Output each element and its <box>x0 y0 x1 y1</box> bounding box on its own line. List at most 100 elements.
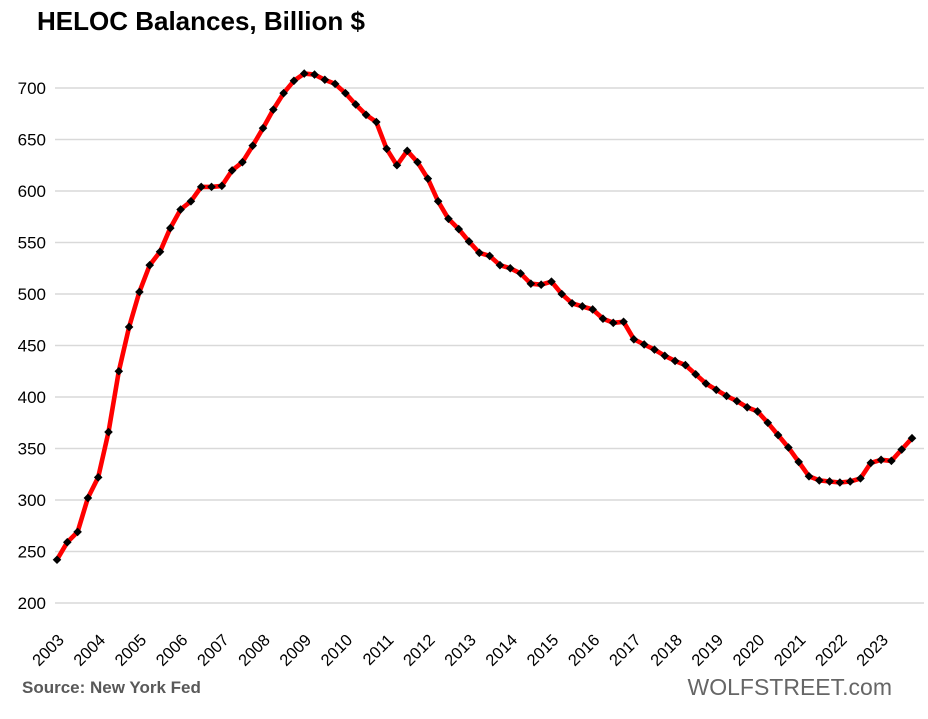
data-point-marker <box>691 370 700 379</box>
y-axis-tick-label: 250 <box>18 543 46 562</box>
data-point-marker <box>578 302 587 311</box>
x-axis-tick-label: 2023 <box>853 631 892 668</box>
x-axis-tick-label: 2021 <box>771 631 810 668</box>
data-point-marker <box>124 322 134 332</box>
y-axis-tick-label: 300 <box>18 491 46 510</box>
data-point-marker <box>825 477 834 486</box>
x-axis-tick-label: 2019 <box>688 631 727 668</box>
x-axis-tick-label: 2022 <box>812 631 851 668</box>
data-point-marker <box>464 237 474 246</box>
data-point-marker <box>392 160 402 170</box>
data-point-marker <box>887 456 896 466</box>
data-point-marker <box>845 477 855 486</box>
data-point-marker <box>83 493 93 503</box>
data-point-marker <box>114 366 124 376</box>
data-point-marker <box>186 197 196 206</box>
data-point-marker <box>423 174 433 183</box>
x-axis-tick-label: 2012 <box>400 631 439 668</box>
data-point-marker <box>516 269 525 278</box>
data-point-marker <box>722 391 731 401</box>
data-point-marker <box>495 260 505 270</box>
x-axis-tick-label: 2006 <box>153 631 192 668</box>
data-point-marker <box>145 260 155 270</box>
data-point-marker <box>650 345 659 354</box>
data-point-marker <box>135 287 144 297</box>
data-point-marker <box>63 537 72 547</box>
data-point-marker <box>176 205 185 214</box>
data-point-marker <box>155 247 165 257</box>
data-point-marker <box>310 70 319 79</box>
data-point-marker <box>907 433 917 443</box>
data-point-marker <box>166 223 175 233</box>
data-point-marker <box>330 79 340 89</box>
data-point-marker <box>207 182 216 192</box>
data-point-marker <box>784 443 793 452</box>
data-point-marker <box>433 197 443 206</box>
y-axis-tick-label: 450 <box>18 337 46 356</box>
y-axis-tick-label: 700 <box>18 79 46 98</box>
data-point-marker <box>897 445 906 454</box>
data-point-marker <box>320 75 330 85</box>
data-point-marker <box>742 403 752 412</box>
y-axis-tick-label: 400 <box>18 388 46 407</box>
data-point-marker <box>227 166 237 175</box>
data-point-marker <box>73 527 82 537</box>
y-axis-tick-label: 500 <box>18 285 46 304</box>
x-axis-tick-label: 2020 <box>730 631 769 668</box>
data-point-marker <box>372 117 381 127</box>
data-point-marker <box>361 110 371 120</box>
y-axis-tick-label: 200 <box>18 594 46 613</box>
x-axis-tick-label: 2008 <box>235 631 274 668</box>
data-point-marker <box>238 157 247 167</box>
data-point-marker <box>299 69 309 78</box>
data-point-marker <box>547 277 556 286</box>
data-point-marker <box>289 76 299 86</box>
data-point-marker <box>196 182 206 192</box>
data-point-marker <box>639 340 649 349</box>
page-title: HELOC Balances, Billion $ <box>37 6 365 36</box>
data-point-marker <box>835 478 845 487</box>
data-point-marker <box>732 396 742 406</box>
data-point-marker <box>567 298 577 308</box>
data-point-marker <box>444 214 453 224</box>
data-point-marker <box>104 427 113 437</box>
data-point-marker <box>526 279 536 288</box>
data-point-marker <box>588 305 597 314</box>
source-label: Source: New York Fed <box>22 678 201 697</box>
data-point-marker <box>856 474 865 483</box>
data-point-marker <box>258 123 268 133</box>
data-point-marker <box>670 356 680 366</box>
data-point-marker <box>536 280 546 290</box>
data-point-marker <box>629 335 639 344</box>
data-point-marker <box>814 476 824 485</box>
data-point-marker <box>753 407 762 416</box>
data-point-marker <box>475 248 484 258</box>
data-point-marker <box>794 457 803 467</box>
data-point-marker <box>681 360 690 370</box>
y-axis-tick-label: 550 <box>18 234 46 253</box>
y-axis-tick-label: 650 <box>18 131 46 150</box>
x-axis-tick-label: 2018 <box>647 631 686 668</box>
data-point-marker <box>382 144 391 154</box>
data-point-marker <box>711 385 721 395</box>
x-axis-tick-label: 2010 <box>318 631 357 668</box>
x-axis-tick-label: 2004 <box>70 631 109 668</box>
data-point-marker <box>608 318 618 328</box>
data-point-marker <box>52 555 62 565</box>
data-point-marker <box>485 251 494 261</box>
data-point-marker <box>804 472 814 481</box>
data-point-marker <box>505 263 515 273</box>
data-point-marker <box>217 181 227 191</box>
data-point-marker <box>279 88 288 98</box>
watermark-label: WOLFSTREET.com <box>687 674 892 700</box>
x-axis-tick-label: 2014 <box>482 631 521 668</box>
data-point-marker <box>351 100 361 109</box>
data-line <box>54 71 915 563</box>
data-point-marker <box>619 317 628 327</box>
data-point-marker <box>876 455 886 465</box>
x-axis-tick-label: 2015 <box>524 631 563 668</box>
x-axis-tick-label: 2005 <box>112 631 151 668</box>
data-point-marker <box>454 224 464 234</box>
data-point-marker <box>269 105 278 114</box>
